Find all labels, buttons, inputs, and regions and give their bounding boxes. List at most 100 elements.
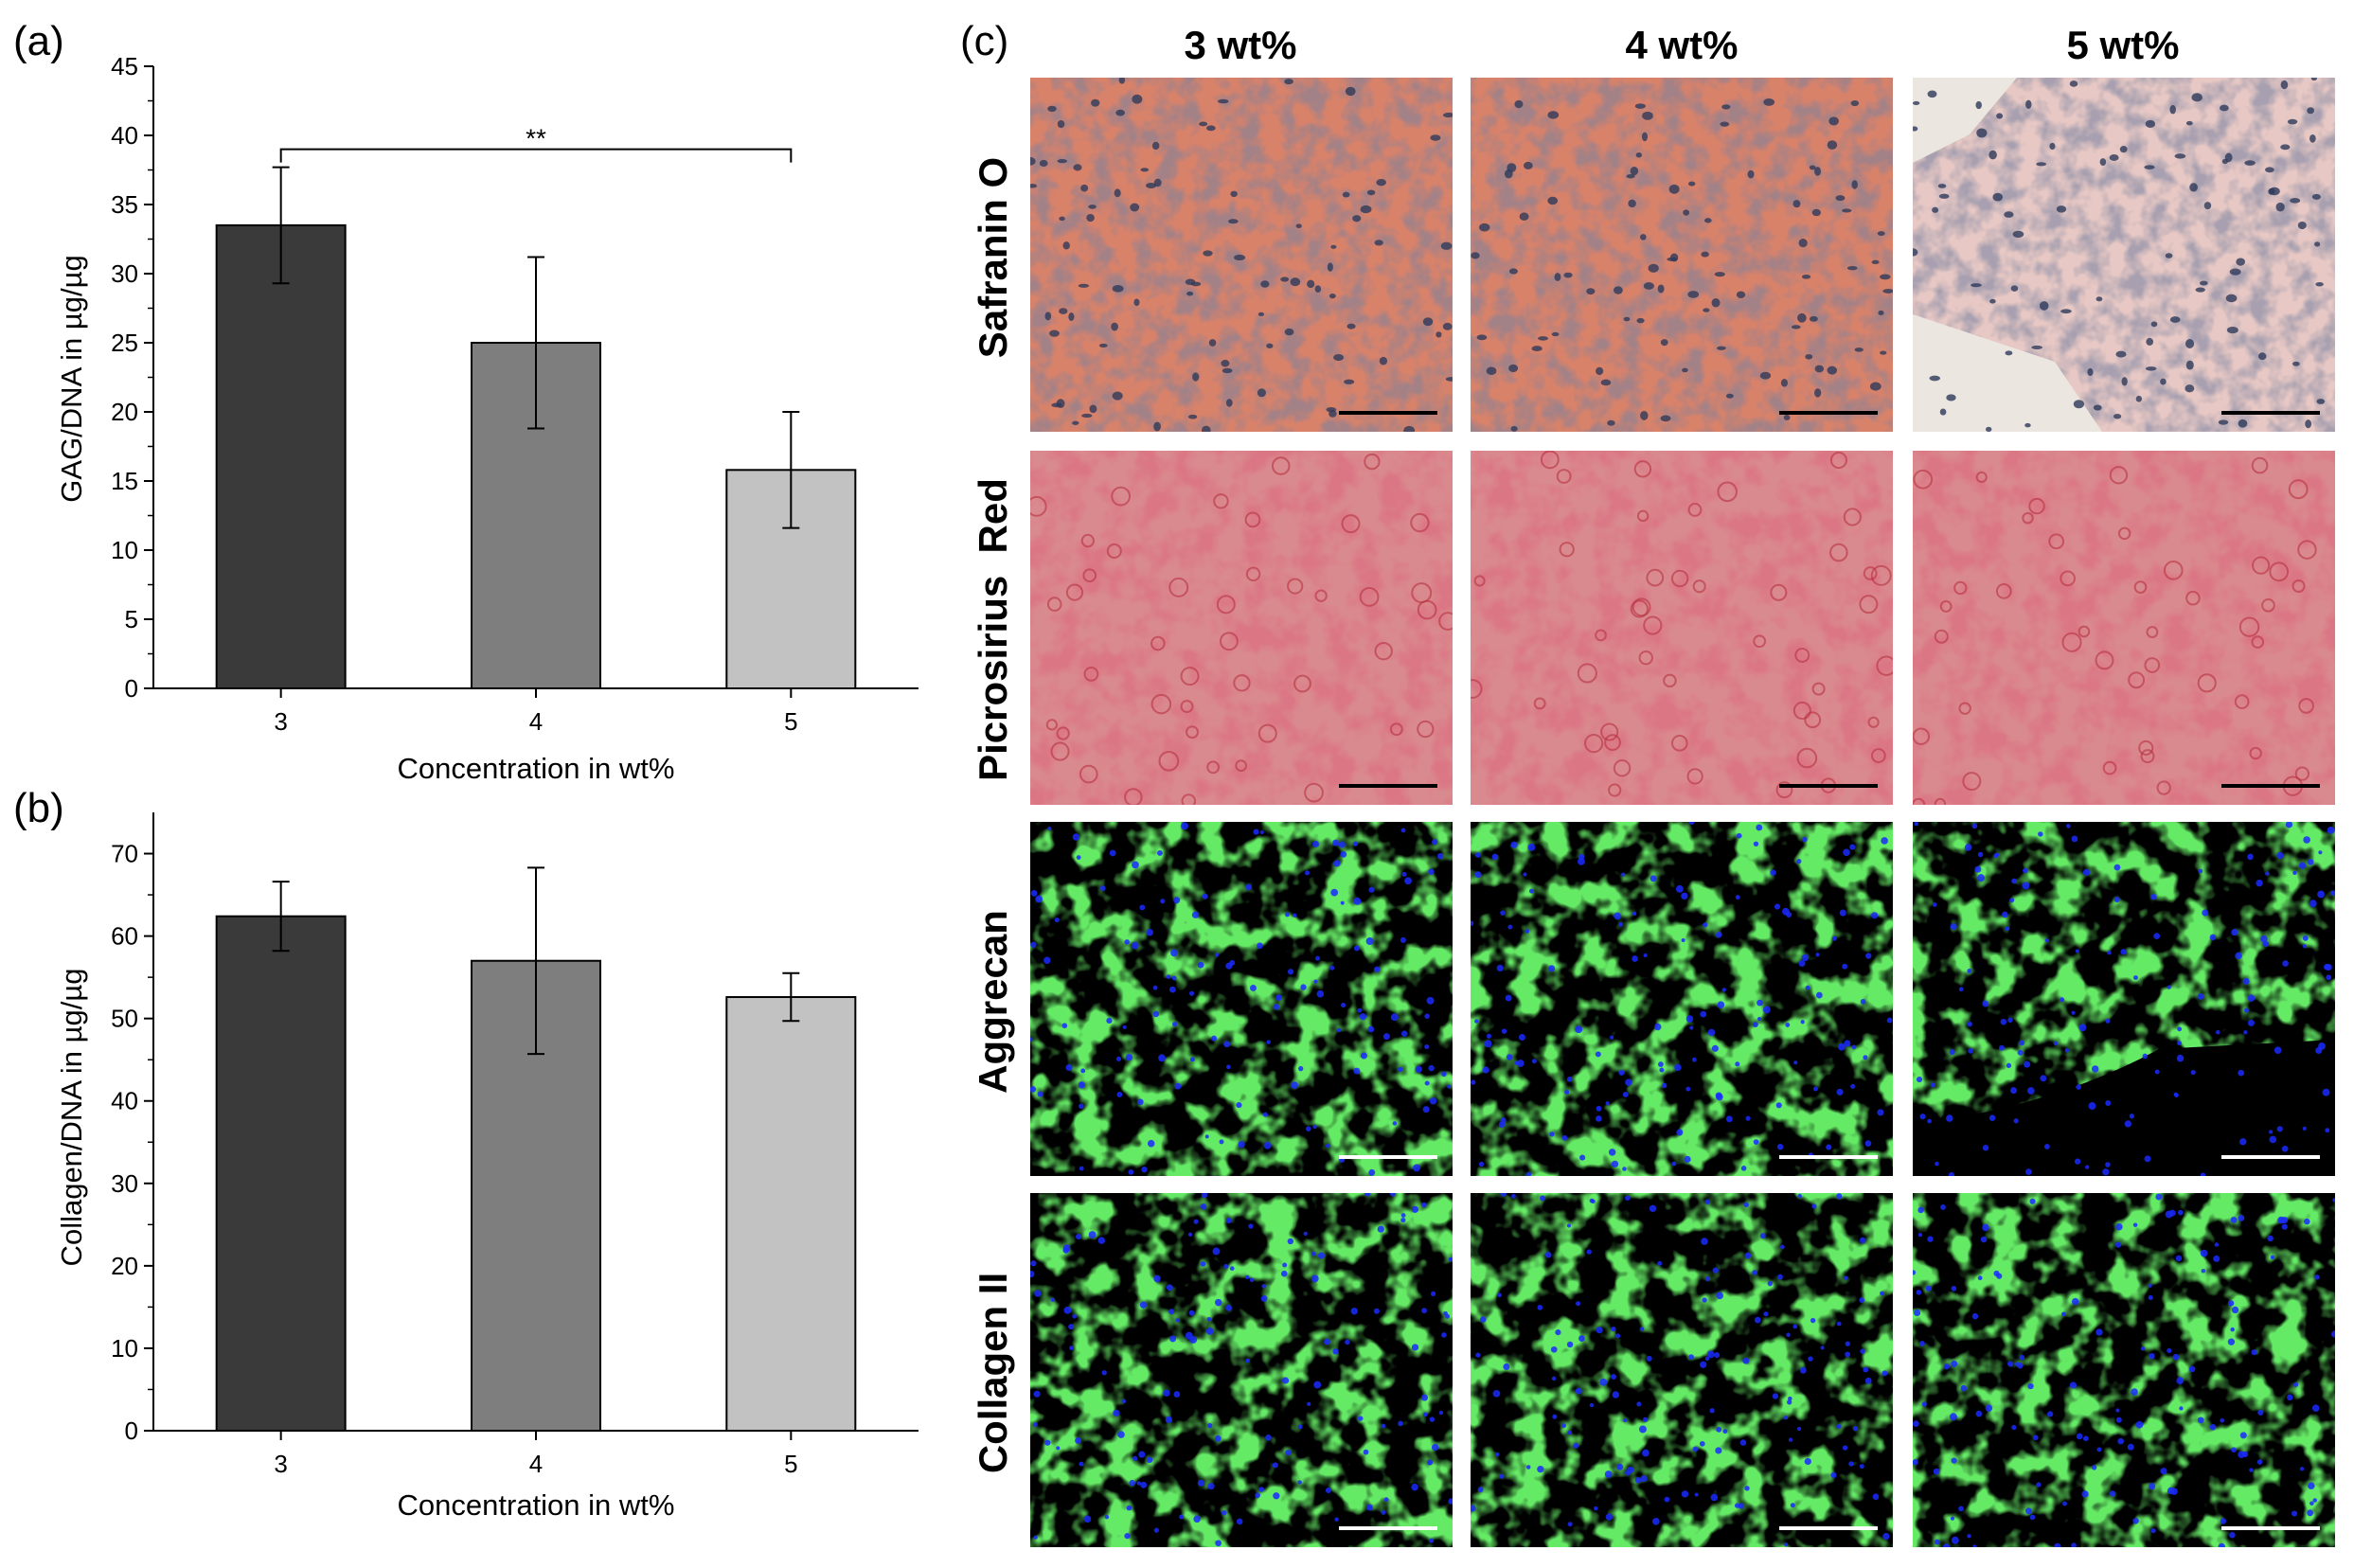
micrograph-safranin-o-4wt-nucleus xyxy=(1551,331,1560,337)
micrograph-safranin-o-5wt-nucleus xyxy=(2229,268,2241,276)
micrograph-collagen-ii-3wt-nucleus xyxy=(1187,1232,1193,1237)
micrograph-aggrecan-4wt-nucleus xyxy=(1632,911,1637,916)
micrograph-safranin-o-5wt-nucleus xyxy=(2165,253,2173,258)
micrograph-collagen-ii-4wt-nucleus xyxy=(1495,1452,1500,1457)
micrograph-collagen-ii-4wt-nucleus xyxy=(1739,1439,1747,1446)
micrograph-aggrecan-3wt-nucleus xyxy=(1329,965,1335,971)
micrograph-safranin-o-4wt-nucleus xyxy=(1711,297,1721,308)
micrograph-aggrecan-3wt-nucleus xyxy=(1065,1063,1073,1071)
micrograph-aggrecan-5wt-nucleus xyxy=(1927,1118,1932,1124)
micrograph-safranin-o-5wt-nucleus xyxy=(2135,395,2143,402)
micrograph-collagen-ii-3wt-nucleus xyxy=(1297,1424,1303,1430)
chart-b-y-tick-label: 70 xyxy=(111,840,138,868)
micrograph-aggrecan-3wt-nucleus xyxy=(1137,1098,1144,1106)
micrograph-aggrecan-5wt-nucleus xyxy=(1932,902,1937,907)
micrograph-collagen-ii-3wt-nucleus xyxy=(1132,1455,1138,1461)
micrograph-aggrecan-4wt-nucleus xyxy=(1815,991,1823,999)
micrograph-aggrecan-5wt-nucleus xyxy=(2276,851,2284,860)
micrograph-safranin-o-3wt-stain-texture xyxy=(1030,78,1453,432)
micrograph-aggrecan-4wt-nucleus xyxy=(1611,1160,1619,1168)
micrograph-safranin-o-3wt-nucleus xyxy=(1379,356,1388,365)
micrograph-aggrecan-5wt-nucleus xyxy=(1914,822,1919,827)
micrograph-collagen-ii-3wt-nucleus xyxy=(1383,1497,1389,1503)
micrograph-collagen-ii-3wt-nucleus xyxy=(1126,1505,1132,1511)
micrograph-collagen-ii-5wt-nucleus xyxy=(2095,1328,2103,1336)
micrograph-aggrecan-5wt-nucleus xyxy=(1949,1049,1955,1056)
micrograph-safranin-o-4wt-nucleus xyxy=(1827,140,1838,150)
micrograph-safranin-o-3wt-nucleus xyxy=(1044,312,1052,321)
micrograph-safranin-o-3wt-nucleus xyxy=(1057,119,1065,129)
micrograph-aggrecan-5wt-nucleus xyxy=(2176,1041,2182,1046)
micrograph-collagen-ii-4wt-nucleus xyxy=(1561,1423,1567,1428)
micrograph-safranin-o-5wt-nucleus xyxy=(2290,198,2301,204)
micrograph-aggrecan-5wt-nucleus xyxy=(2238,1069,2245,1077)
micrograph-collagen-ii-3wt-nucleus xyxy=(1366,1504,1374,1511)
micrograph-collagen-ii-5wt-nucleus xyxy=(2201,1269,2206,1274)
micrograph-collagen-ii-3wt-nucleus xyxy=(1121,1399,1127,1404)
micrograph-safranin-o-5wt-nucleus xyxy=(1929,375,1941,382)
micrograph-safranin-o-3wt-nucleus xyxy=(1130,203,1140,212)
micrograph-aggrecan-4wt-nucleus xyxy=(1700,1010,1707,1018)
micrograph-aggrecan-3wt-nucleus xyxy=(1341,1003,1346,1008)
micrograph-collagen-ii-5wt-nucleus xyxy=(2238,1215,2245,1221)
micrograph-aggrecan-3wt-nucleus xyxy=(1191,911,1200,918)
micrograph-collagen-ii-4wt-nucleus xyxy=(1567,1522,1573,1527)
micrograph-picrosirius-red-3wt-lacuna xyxy=(1180,700,1194,714)
micrograph-aggrecan-3wt-nucleus xyxy=(1035,895,1043,903)
chart-a-y-tick-label: 45 xyxy=(111,52,138,80)
micrograph-safranin-o-5wt-content xyxy=(1913,78,2335,432)
micrograph-collagen-ii-5wt-nucleus xyxy=(2220,1417,2225,1423)
micrograph-aggrecan-4wt-nucleus xyxy=(1507,924,1513,930)
micrograph-safranin-o-5wt-nucleus xyxy=(2226,326,2238,334)
micrograph-collagen-ii-4wt-nucleus xyxy=(1715,1447,1722,1454)
chart-b-bar-3 xyxy=(215,915,347,1432)
micrograph-picrosirius-red-3wt-lacuna xyxy=(1124,788,1143,805)
micrograph-aggrecan-5wt-nucleus xyxy=(2235,952,2242,960)
micrograph-picrosirius-red-5wt-lacuna xyxy=(1934,797,1947,805)
micrograph-safranin-o-3wt-nucleus xyxy=(1201,425,1211,432)
micrograph-aggrecan-3wt-nucleus xyxy=(1166,974,1171,979)
micrograph-collagen-ii-4wt-nucleus xyxy=(1710,1493,1719,1502)
micrograph-aggrecan-5wt-nucleus xyxy=(2262,940,2270,947)
micrograph-aggrecan-4wt-nucleus xyxy=(1675,884,1684,893)
micrograph-aggrecan-4wt-nucleus xyxy=(1614,912,1621,920)
micrograph-picrosirius-red-5wt-lacuna xyxy=(2060,570,2076,587)
micrograph-collagen-ii-4wt-nucleus xyxy=(1738,1503,1744,1509)
micrograph-collagen-ii-3wt-nucleus xyxy=(1214,1434,1222,1442)
micrograph-aggrecan-4wt-nucleus xyxy=(1525,929,1530,934)
micrograph-picrosirius-red-3wt-lacuna xyxy=(1079,764,1098,784)
micrograph-picrosirius-red-3wt-lacuna xyxy=(1106,543,1122,559)
micrograph-safranin-o-5wt-nucleus xyxy=(2218,419,2229,425)
micrograph-collagen-ii-3wt-nucleus xyxy=(1400,1217,1406,1223)
micrograph-safranin-o-3wt-nucleus xyxy=(1068,312,1075,321)
micrograph-collagen-ii-5wt-nucleus xyxy=(1951,1536,1959,1544)
micrograph-safranin-o-4wt-nucleus xyxy=(1600,379,1612,386)
micrograph-picrosirius-red-3wt-lacuna xyxy=(1080,533,1095,548)
micrograph-collagen-ii-3wt-nucleus xyxy=(1255,1492,1260,1499)
micrograph-safranin-o-5wt-nucleus xyxy=(2145,119,2156,128)
micrograph-collagen-ii-3wt-nucleus xyxy=(1381,1509,1386,1515)
micrograph-collagen-ii-5wt-nucleus xyxy=(2214,1242,2220,1247)
micrograph-picrosirius-red-5wt-lacuna xyxy=(2138,739,2154,756)
micrograph-collagen-ii-3wt-nucleus xyxy=(1062,1244,1071,1252)
micrograph-safranin-o-4wt-nucleus xyxy=(1850,99,1860,107)
micrograph-collagen-ii-5wt-nucleus xyxy=(1951,1285,1957,1292)
micrograph-aggrecan-5wt-nucleus xyxy=(1950,923,1957,931)
micrograph-collagen-ii-3wt-nucleus xyxy=(1260,1294,1268,1302)
micrograph-aggrecan-4wt-nucleus xyxy=(1471,920,1474,926)
micrograph-aggrecan-5wt-nucleus xyxy=(2209,934,2217,941)
micrograph-collagen-ii-5wt-nucleus xyxy=(1975,1410,1983,1417)
micrograph-aggrecan-3wt-nucleus xyxy=(1238,1140,1245,1149)
micrograph-aggrecan-3wt xyxy=(1030,822,1453,1176)
micrograph-collagen-ii-5wt-nucleus xyxy=(2148,1283,2152,1288)
micrograph-safranin-o-5wt-nucleus xyxy=(1938,193,1950,199)
micrograph-safranin-o-5wt-nucleus xyxy=(2265,167,2274,173)
micrograph-collagen-ii-5wt-nucleus xyxy=(2227,1338,2236,1345)
micrograph-safranin-o-5wt-nucleus xyxy=(1939,408,1947,416)
micrograph-aggrecan-3wt-nucleus xyxy=(1030,889,1038,897)
micrograph-safranin-o-5wt-nucleus xyxy=(2109,153,2119,161)
micrograph-aggrecan-4wt-nucleus xyxy=(1877,1109,1884,1116)
micrograph-safranin-o-5wt-nucleus xyxy=(2195,287,2205,293)
micrograph-aggrecan-3wt-nucleus xyxy=(1122,1025,1127,1029)
micrograph-aggrecan-5wt-nucleus xyxy=(2153,933,2161,939)
